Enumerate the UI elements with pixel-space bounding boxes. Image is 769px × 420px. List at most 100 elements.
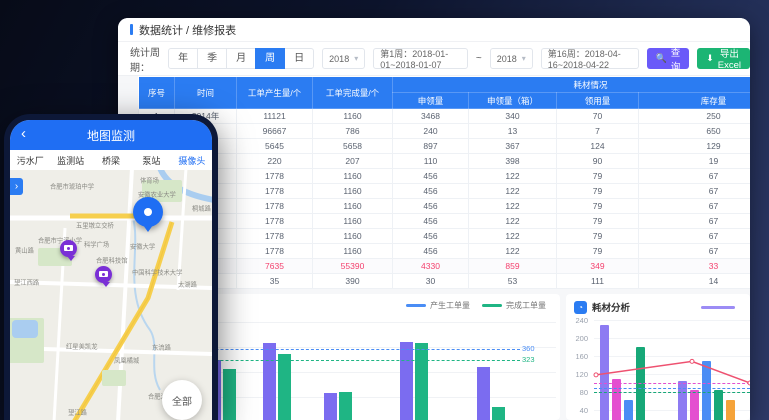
- reference-line-label: 323: [522, 354, 535, 364]
- table-cell: 7: [556, 123, 639, 139]
- export-button-label: 导出Excel: [717, 49, 742, 71]
- start-week-value: 第1周：2018-01-01~2018-01-07: [380, 49, 449, 70]
- table-row: 1778 1160 456 122 79 67: [138, 183, 750, 199]
- end-week-field[interactable]: 第16周：2018-04-16~2018-04-22: [540, 48, 639, 70]
- query-button[interactable]: 🔍 查询: [646, 48, 690, 73]
- phone-tab[interactable]: 摄像头: [178, 155, 206, 166]
- start-year-select[interactable]: 2018 ▾: [322, 48, 366, 69]
- table-cell: 79: [556, 183, 639, 199]
- table-cell: 220: [236, 153, 313, 169]
- table-cell: 250: [637, 108, 750, 124]
- chart-gridline: [594, 338, 750, 339]
- map-place-label: 安徽农业大学: [138, 191, 176, 199]
- legend-dash: [482, 304, 502, 307]
- map-place-label: 体育场: [140, 177, 159, 185]
- legend-label: 产生工单量: [430, 301, 470, 310]
- table-cell: 1160: [312, 198, 393, 214]
- table-cell: 240: [392, 123, 469, 139]
- table-row: 1778 1160 456 122 79 67: [138, 213, 750, 229]
- table-cell: 207: [312, 153, 393, 169]
- table-cell: 122: [468, 243, 557, 259]
- table-cell: 110: [392, 153, 469, 169]
- chart-bar-产生工单量: [263, 342, 276, 420]
- reference-line: [594, 383, 750, 384]
- chart-bar-产生工单量: [400, 341, 413, 420]
- back-icon[interactable]: ‹: [21, 125, 26, 142]
- table-subcolumn-header: 申领量: [392, 92, 469, 109]
- selected-camera-pin-icon[interactable]: [133, 197, 163, 232]
- phone-header: ‹ 地图监测: [10, 120, 212, 150]
- table-cell: 122: [468, 183, 557, 199]
- chart-bar-series-green: [714, 389, 723, 420]
- table-cell: 349: [556, 258, 639, 274]
- chart-gridline: [594, 356, 750, 357]
- table-cell: 122: [468, 168, 557, 184]
- table-cell: 79: [556, 168, 639, 184]
- y-axis-tick: 80: [579, 388, 588, 397]
- legend-item: 完成工单量: [482, 300, 546, 311]
- map-place-label: 中国科学技术大学: [132, 269, 183, 277]
- map-expander-button[interactable]: ›: [10, 178, 23, 195]
- chart-bar-series-purple: [600, 325, 609, 420]
- table-cell: 1778: [236, 198, 313, 214]
- phone-tab[interactable]: 桥梁: [102, 155, 121, 166]
- chart-bar-完成工单量: [492, 407, 505, 420]
- legend-item: 产生工单量: [406, 300, 470, 311]
- chart-gridline: [130, 347, 556, 348]
- table-cell: 67: [637, 168, 750, 184]
- export-excel-button[interactable]: ⬇ 导出Excel: [697, 48, 750, 71]
- table-row: 5645 5658 897 367 124 129: [138, 138, 750, 154]
- table-row: 220 207 110 398 90 19: [138, 153, 750, 169]
- chart-bar-完成工单量: [339, 391, 352, 420]
- map-place-label: 黄山路: [15, 247, 34, 255]
- map-place-label: 桐城路: [192, 205, 211, 213]
- table-cell: 67: [637, 228, 750, 244]
- table-column-header: 时间: [174, 76, 237, 109]
- camera-pin-icon[interactable]: [95, 266, 112, 287]
- camera-pin-icon[interactable]: [60, 240, 77, 261]
- map-place-label: 太湖路: [178, 281, 197, 289]
- chart-bar-series-magenta: [690, 389, 699, 420]
- period-option[interactable]: 季: [197, 48, 228, 69]
- table-cell: 35: [236, 273, 313, 289]
- all-filter-button[interactable]: 全部: [162, 380, 202, 420]
- table-cell: 55390: [312, 258, 393, 274]
- table-cell: 5658: [312, 138, 393, 154]
- map-place-label: 安徽大学: [130, 243, 156, 251]
- search-icon: 🔍: [655, 53, 667, 63]
- reference-line: [594, 387, 750, 389]
- period-option[interactable]: 周: [255, 48, 286, 69]
- table-cell: 79: [556, 213, 639, 229]
- period-option[interactable]: 月: [226, 48, 257, 69]
- table-cell: 786: [312, 123, 393, 139]
- period-option[interactable]: 年: [168, 48, 199, 69]
- table-cell: 650: [637, 123, 750, 139]
- table-cell: 3468: [392, 108, 469, 124]
- period-label: 统计周期：: [130, 47, 160, 74]
- table-cell: 13: [468, 123, 557, 139]
- legend-label: 完成工单量: [506, 301, 546, 310]
- table-cell: 70: [556, 108, 639, 124]
- phone-tab[interactable]: 监测站: [57, 155, 85, 166]
- end-year-select[interactable]: 2018 ▾: [489, 48, 533, 69]
- consumables-chart-panel: ◔ 耗材分析 240 200 160 120 80 40: [566, 294, 750, 420]
- end-week-value: 第16周：2018-04-16~2018-04-22: [547, 49, 621, 70]
- all-filter-label: 全部: [172, 396, 192, 408]
- map-place-label: 合肥市宁溪小学: [38, 237, 83, 245]
- period-option[interactable]: 日: [284, 48, 315, 69]
- table-cell: 1778: [236, 228, 313, 244]
- chart-bar-产生工单量: [477, 367, 490, 420]
- table-cell: 1160: [312, 228, 393, 244]
- table-cell: 1160: [312, 183, 393, 199]
- map-view[interactable]: 合肥市琥珀中学 体育场 安徽农业大学 五里墩立交桥 桐城路 合肥市宁溪小学 科学广场 安徽大学…: [10, 170, 212, 420]
- chart-gridline: [130, 322, 556, 323]
- table-cell: 96667: [236, 123, 313, 139]
- consumables-chart-header: ◔ 耗材分析: [574, 300, 630, 314]
- map-water-area: [12, 320, 38, 338]
- start-week-field[interactable]: 第1周：2018-01-01~2018-01-07: [373, 48, 468, 70]
- breadcrumb: 数据统计 / 维修报表: [139, 24, 237, 37]
- phone-tab[interactable]: 泵站: [142, 155, 161, 166]
- phone-tab[interactable]: 污水厂: [16, 155, 44, 166]
